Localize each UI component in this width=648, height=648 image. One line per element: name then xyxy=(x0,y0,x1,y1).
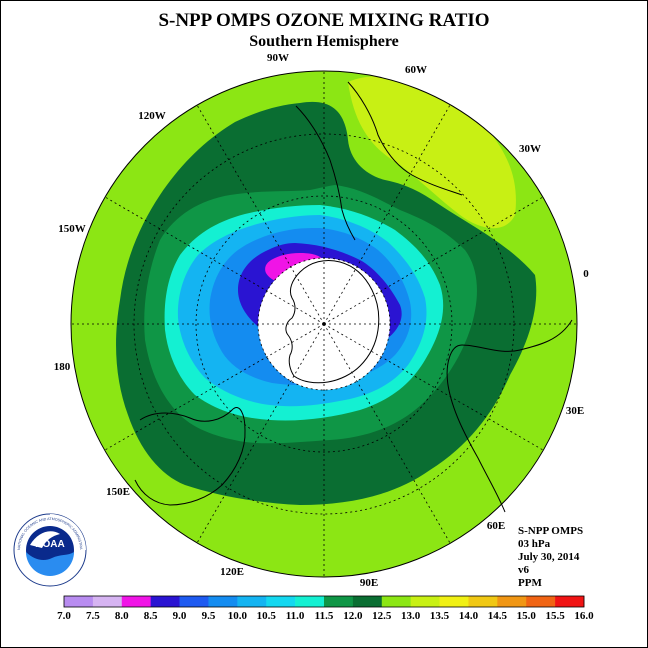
map-title: S-NPP OMPS OZONE MIXING RATIO xyxy=(158,10,489,31)
south-pole xyxy=(322,322,326,326)
colorbar-swatch xyxy=(92,596,123,607)
lon-label: 120W xyxy=(138,110,166,122)
colorbar-tick-label: 14.5 xyxy=(488,610,508,622)
meridian-150e xyxy=(104,323,325,451)
map-subtitle: Southern Hemisphere xyxy=(249,33,398,50)
lon-label: 120E xyxy=(220,566,244,578)
meridian-30w xyxy=(323,196,544,325)
info-instrument: S-NPP OMPS xyxy=(518,525,583,537)
graticule xyxy=(71,71,577,577)
colorbar-tick-label: 10.5 xyxy=(257,610,277,622)
colorbar-swatch xyxy=(324,596,354,607)
lon-label: 60W xyxy=(405,64,427,76)
south-america-coast xyxy=(295,81,463,241)
info-level: 03 hPa xyxy=(518,538,551,550)
lon-label: 150W xyxy=(58,223,86,235)
lon-label: 90W xyxy=(267,52,289,64)
colorbar-swatch xyxy=(266,596,296,607)
colorbar-tick-label: 9.5 xyxy=(202,610,216,622)
lon-label: 30W xyxy=(519,143,541,155)
colorbar-tick-label: 13.5 xyxy=(430,610,450,622)
colorbar-tick-label: 14.0 xyxy=(459,610,479,622)
antarctica-coast xyxy=(285,259,380,384)
colorbar: 7.0 7.5 8.0 8.5 9.0 9.5 10.0 10.5 11.0 11.5 12.0 12… xyxy=(57,595,594,622)
meridian-120w xyxy=(196,104,325,325)
colorbar-tick-label: 11.0 xyxy=(286,610,305,622)
svg-text:NATIONAL OCEANIC AND ATMOSPHER: NATIONAL OCEANIC AND ATMOSPHERIC ADMINIS… xyxy=(0,0,83,550)
colorbar-tick-label: 12.5 xyxy=(372,610,392,622)
meridian-150w xyxy=(104,196,325,325)
lon-label: 150E xyxy=(106,486,130,498)
meridian-120e xyxy=(196,323,325,544)
lon-label: 60E xyxy=(487,520,505,532)
colorbar-swatch xyxy=(121,596,151,607)
colorbar-tick-label: 8.5 xyxy=(144,610,158,622)
colorbar-tick-label: 11.5 xyxy=(315,610,334,622)
colorbar-tick-label: 16.0 xyxy=(574,610,594,622)
colorbar-swatch xyxy=(410,596,440,607)
colorbar-tick-label: 8.0 xyxy=(115,610,129,622)
ozone-contours xyxy=(71,71,577,577)
lon-label: 180 xyxy=(54,361,71,373)
colorbar-swatch xyxy=(237,596,267,607)
coastlines xyxy=(134,81,573,513)
logo-text: NOAA xyxy=(35,539,64,550)
colorbar-tick-label: 15.5 xyxy=(545,610,565,622)
colorbar-swatch xyxy=(555,596,585,607)
colorbar-border xyxy=(63,595,585,608)
colorbar-tick-label: 7.5 xyxy=(86,610,100,622)
colorbar-swatch xyxy=(439,596,469,607)
latitude-circle xyxy=(195,195,453,453)
info-block: S-NPP OMPS 03 hPa July 30, 2014 v6 PPM xyxy=(518,525,583,589)
colorbar-swatch xyxy=(150,596,180,607)
colorbar-swatch xyxy=(64,596,94,607)
lon-label: 30E xyxy=(566,405,584,417)
lon-label: 0 xyxy=(583,268,589,280)
colorbar-swatch xyxy=(179,596,209,607)
logo-ring-text: NATIONAL OCEANIC AND ATMOSPHERIC ADMINIS… xyxy=(0,0,83,550)
info-units: PPM xyxy=(518,577,542,589)
colorbar-tick-label: 7.0 xyxy=(57,610,71,622)
meridian-30e xyxy=(323,323,544,451)
meridian-60w xyxy=(323,104,451,325)
colorbar-swatch xyxy=(526,596,556,607)
colorbar-tick-label: 13.0 xyxy=(401,610,421,622)
colorbar-tick-label: 12.0 xyxy=(343,610,363,622)
info-date: July 30, 2014 xyxy=(518,551,580,563)
lon-label: 90E xyxy=(360,577,378,589)
colorbar-swatch xyxy=(381,596,411,607)
seagull-icon xyxy=(30,531,60,548)
longitude-labels: 90W 60W 30W 0 30E 60E 90E 120E 150E 180 … xyxy=(54,52,590,589)
colorbar-tick-label: 15.0 xyxy=(517,610,537,622)
australia-coast xyxy=(134,407,246,506)
meridian-60e xyxy=(323,323,451,544)
africa-coast xyxy=(446,319,573,513)
colorbar-tick-label: 10.0 xyxy=(228,610,248,622)
colorbar-tick-label: 9.0 xyxy=(173,610,187,622)
colorbar-swatch xyxy=(208,596,238,607)
colorbar-swatch xyxy=(352,596,383,607)
colorbar-swatch xyxy=(295,596,325,607)
info-version: v6 xyxy=(518,564,530,576)
map-border xyxy=(70,70,578,578)
colorbar-swatch xyxy=(468,596,498,607)
colorbar-swatch xyxy=(497,596,527,607)
